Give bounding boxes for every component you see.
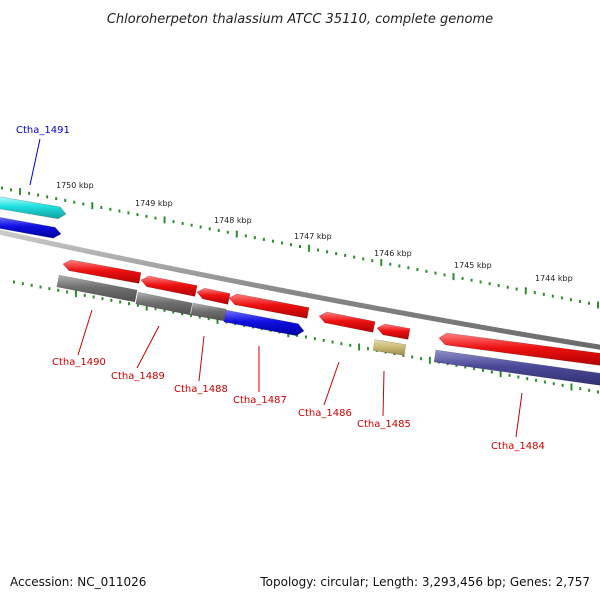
gene-red-arrow	[318, 311, 376, 333]
kbp-label: 1745 kbp	[454, 261, 492, 270]
kbp-label: 1744 kbp	[535, 274, 573, 283]
gene-red-arrow	[196, 287, 231, 305]
kbp-label: 1750 kbp	[56, 181, 94, 190]
kbp-label: 1749 kbp	[135, 199, 173, 208]
gene-slate-box	[433, 349, 600, 386]
gene-red-arrow	[62, 259, 142, 284]
gene-label-ctha-1484[interactable]: Ctha_1484	[491, 441, 545, 452]
kbp-label: 1748 kbp	[214, 216, 252, 225]
gene-label-ctha-1490[interactable]: Ctha_1490	[52, 357, 106, 368]
gene-red-arrow	[228, 293, 310, 319]
gene-blue-arrow	[0, 217, 62, 239]
gene-leader-line	[77, 309, 93, 356]
genome-summary-text: Topology: circular; Length: 3,293,456 bp…	[259, 575, 590, 589]
accession-text: Accession: NC_011026	[10, 575, 146, 589]
kbp-label: 1746 kbp	[374, 249, 412, 258]
gene-label-ctha-1489[interactable]: Ctha_1489	[111, 371, 165, 382]
gene-red-arrow	[140, 275, 198, 297]
genome-backbone	[0, 229, 600, 350]
gene-grey-box	[135, 291, 193, 316]
gene-leader-line	[198, 335, 205, 382]
gene-blue-arrow	[223, 309, 305, 336]
gene-label-ctha-1485[interactable]: Ctha_1485	[357, 419, 411, 430]
gene-leader-line	[382, 370, 385, 417]
gene-leader-line	[136, 325, 160, 369]
gene-khaki-box	[372, 339, 407, 356]
gene-label-ctha-1488[interactable]: Ctha_1488	[174, 384, 228, 395]
kbp-label: 1747 kbp	[294, 232, 332, 241]
gene-red-arrow	[376, 323, 411, 340]
gene-label-ctha-1486[interactable]: Ctha_1486	[298, 408, 352, 419]
gene-grey-box	[56, 274, 138, 303]
gene-leader-line	[323, 361, 340, 406]
kbp-ruler	[1, 186, 599, 394]
gene-ctha-1491-arrow	[0, 196, 67, 220]
gene-leader-line	[29, 138, 41, 186]
gene-labels: Ctha_1491 Ctha_1490 Ctha_1489 Ctha_1488 Ctha…	[16, 125, 545, 452]
gene-label-leaders	[29, 138, 523, 438]
gene-leader-line	[515, 392, 523, 438]
map-title: Chloroherpeton thalassium ATCC 35110, co…	[107, 12, 493, 27]
gene-red-arrow	[438, 332, 600, 366]
gene-grey-box	[190, 302, 227, 322]
gene-label-ctha-1491[interactable]: Ctha_1491	[16, 125, 70, 136]
gene-features	[0, 196, 600, 386]
kbp-label-group: 1750 kbp 1749 kbp 1748 kbp 1747 kbp 1746 kbp…	[56, 181, 573, 283]
gene-label-ctha-1487[interactable]: Ctha_1487	[233, 395, 287, 406]
